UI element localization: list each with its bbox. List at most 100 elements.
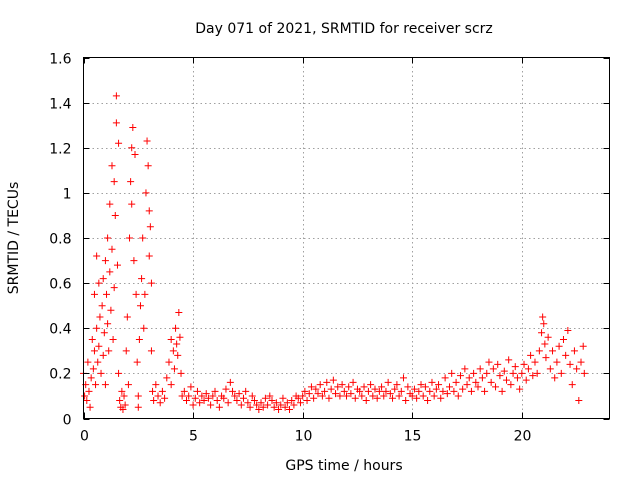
- data-point: [553, 358, 561, 366]
- data-point: [174, 351, 182, 359]
- data-point: [351, 394, 359, 402]
- data-point: [290, 401, 298, 409]
- data-point: [270, 403, 278, 411]
- data-point: [268, 396, 276, 404]
- data-point: [220, 394, 228, 402]
- data-point: [410, 385, 418, 393]
- data-point: [96, 313, 104, 321]
- data-point: [264, 401, 272, 409]
- data-point: [97, 369, 105, 377]
- data-point: [428, 378, 436, 386]
- data-point: [224, 399, 232, 407]
- data-point: [239, 394, 247, 402]
- data-point: [185, 392, 193, 400]
- data-point: [90, 290, 98, 298]
- data-point: [250, 396, 258, 404]
- data-point: [99, 351, 107, 359]
- data-point: [511, 363, 519, 371]
- data-point: [345, 383, 353, 391]
- data-point: [169, 347, 177, 355]
- data-point: [580, 369, 588, 377]
- data-point: [426, 387, 434, 395]
- data-point: [485, 358, 493, 366]
- y-tick-label: 1.2: [49, 142, 71, 158]
- data-point: [575, 396, 583, 404]
- y-tick-label: 0.6: [49, 277, 71, 293]
- data-point: [509, 369, 517, 377]
- data-point: [288, 396, 296, 404]
- data-point: [299, 392, 307, 400]
- data-point: [417, 381, 425, 389]
- data-point: [147, 279, 155, 287]
- data-point: [531, 358, 539, 366]
- data-point: [213, 396, 221, 404]
- data-point: [89, 365, 97, 373]
- data-point: [132, 290, 140, 298]
- data-point: [189, 401, 197, 409]
- plot-frame: [83, 57, 610, 419]
- data-point: [529, 372, 537, 380]
- data-point: [318, 392, 326, 400]
- data-point: [128, 144, 136, 152]
- data-point: [134, 403, 142, 411]
- data-point: [235, 390, 243, 398]
- y-axis-label: SRMTID / TECUs: [6, 182, 22, 295]
- data-point: [272, 399, 280, 407]
- y-tick-label: 0.4: [49, 322, 71, 338]
- data-point: [222, 385, 230, 393]
- data-point: [564, 327, 572, 335]
- data-point: [327, 385, 335, 393]
- data-point: [338, 381, 346, 389]
- data-point: [167, 336, 175, 344]
- data-point: [145, 207, 153, 215]
- data-point: [95, 279, 103, 287]
- data-point: [472, 378, 480, 386]
- data-point: [421, 383, 429, 391]
- data-point: [505, 356, 513, 364]
- data-point: [81, 392, 89, 400]
- data-point: [332, 390, 340, 398]
- data-point: [146, 223, 154, 231]
- data-point: [143, 137, 151, 145]
- data-point: [83, 396, 91, 404]
- data-point: [200, 396, 208, 404]
- data-point: [167, 381, 175, 389]
- data-point: [248, 392, 256, 400]
- data-point: [542, 354, 550, 362]
- data-point: [312, 385, 320, 393]
- data-point: [112, 119, 120, 127]
- data-point: [231, 392, 239, 400]
- data-point: [279, 394, 287, 402]
- data-point: [489, 365, 497, 373]
- data-point: [465, 374, 473, 382]
- data-point: [557, 369, 565, 377]
- data-point: [347, 390, 355, 398]
- x-tick-label: 0: [80, 429, 89, 445]
- data-point: [397, 387, 405, 395]
- data-point: [109, 336, 117, 344]
- tick-labels: 0 0.2 0.4 0.6 0.8 1 1.2 1.4 1.6 0 5 10 15 20: [49, 52, 531, 445]
- data-point: [371, 385, 379, 393]
- data-point: [520, 360, 528, 368]
- data-point: [134, 392, 142, 400]
- data-point: [294, 394, 302, 402]
- data-point: [386, 390, 394, 398]
- data-point: [85, 387, 93, 395]
- data-point: [193, 387, 201, 395]
- data-point: [378, 383, 386, 391]
- data-point: [140, 324, 148, 332]
- data-point: [110, 178, 118, 186]
- data-point: [321, 387, 329, 395]
- data-point: [198, 392, 206, 400]
- x-tick-label: 10: [295, 429, 313, 445]
- data-point: [178, 392, 186, 400]
- data-point: [129, 123, 137, 131]
- data-point: [538, 329, 546, 337]
- data-point: [384, 378, 392, 386]
- data-point: [209, 392, 217, 400]
- data-point: [349, 378, 357, 386]
- data-point: [535, 347, 543, 355]
- data-point: [432, 385, 440, 393]
- data-point: [135, 336, 143, 344]
- data-point: [496, 372, 504, 380]
